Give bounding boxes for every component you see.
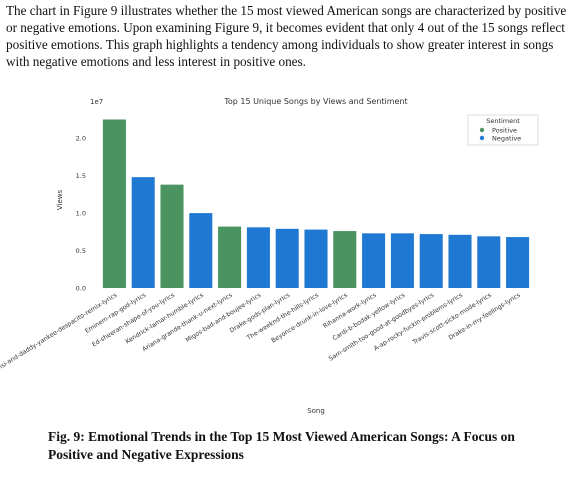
bar xyxy=(246,227,270,288)
bar xyxy=(448,234,472,288)
bar xyxy=(506,237,530,288)
y-axis-label: Views xyxy=(56,190,64,211)
offset-label: 1e7 xyxy=(90,98,103,106)
y-tick-label: 1.5 xyxy=(76,172,86,180)
y-tick-label: 2.0 xyxy=(76,135,86,143)
y-tick-label: 0.5 xyxy=(76,247,86,255)
legend-title: Sentiment xyxy=(486,117,520,125)
bar xyxy=(390,233,414,288)
x-tick-label: Sam-smith-too-good-at-goodbyes-lyrics xyxy=(328,292,436,363)
bar xyxy=(131,177,155,288)
x-axis-label: Song xyxy=(307,407,325,415)
legend-marker xyxy=(479,135,485,141)
legend-box xyxy=(467,114,539,146)
bar xyxy=(304,229,328,288)
y-tick-label: 0.0 xyxy=(76,285,86,293)
legend-label: Positive xyxy=(492,127,517,135)
legend-marker xyxy=(479,127,485,133)
bar xyxy=(218,226,242,288)
bar xyxy=(160,184,184,288)
bar xyxy=(362,233,386,288)
figure-caption: Fig. 9: Emotional Trends in the Top 15 M… xyxy=(48,429,515,462)
y-tick-label: 1.0 xyxy=(76,210,86,218)
bar xyxy=(275,228,299,288)
bar xyxy=(102,119,126,288)
paragraph: The chart in Figure 9 illustrates whethe… xyxy=(6,3,567,69)
legend-label: Negative xyxy=(492,135,521,143)
bar xyxy=(333,231,357,288)
bar xyxy=(189,213,213,288)
bar xyxy=(419,234,443,288)
bar xyxy=(477,236,501,288)
chart-title: Top 15 Unique Songs by Views and Sentime… xyxy=(223,97,407,106)
